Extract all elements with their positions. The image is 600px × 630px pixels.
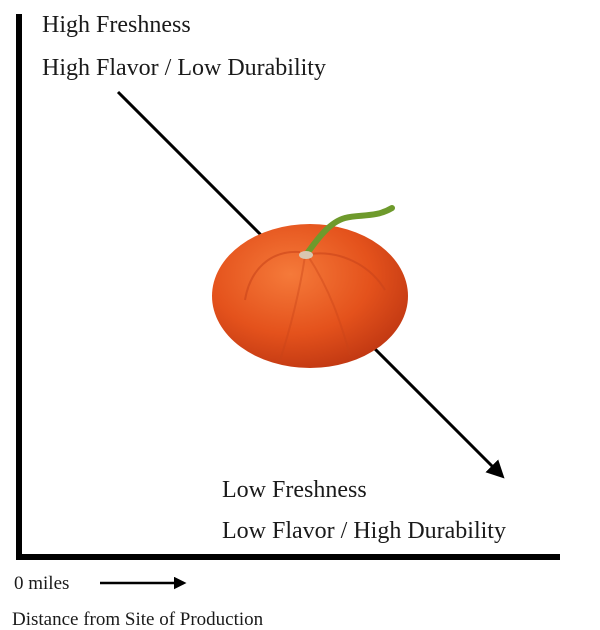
diagram: High Freshness High Flavor / Low Durabil…	[0, 0, 600, 630]
origin-label: 0 miles	[14, 573, 69, 594]
bottom-label: Low Flavor / High Durability	[222, 518, 506, 544]
top-label: High Freshness	[42, 12, 191, 38]
x-axis-title: Distance from Site of Production	[12, 609, 264, 630]
tomato	[212, 208, 408, 368]
page: {"top_label": {"line1": "High Freshness"…	[0, 0, 600, 630]
top-label: High Flavor / Low Durability	[42, 55, 326, 81]
bottom-label: Low Freshness	[222, 477, 367, 503]
